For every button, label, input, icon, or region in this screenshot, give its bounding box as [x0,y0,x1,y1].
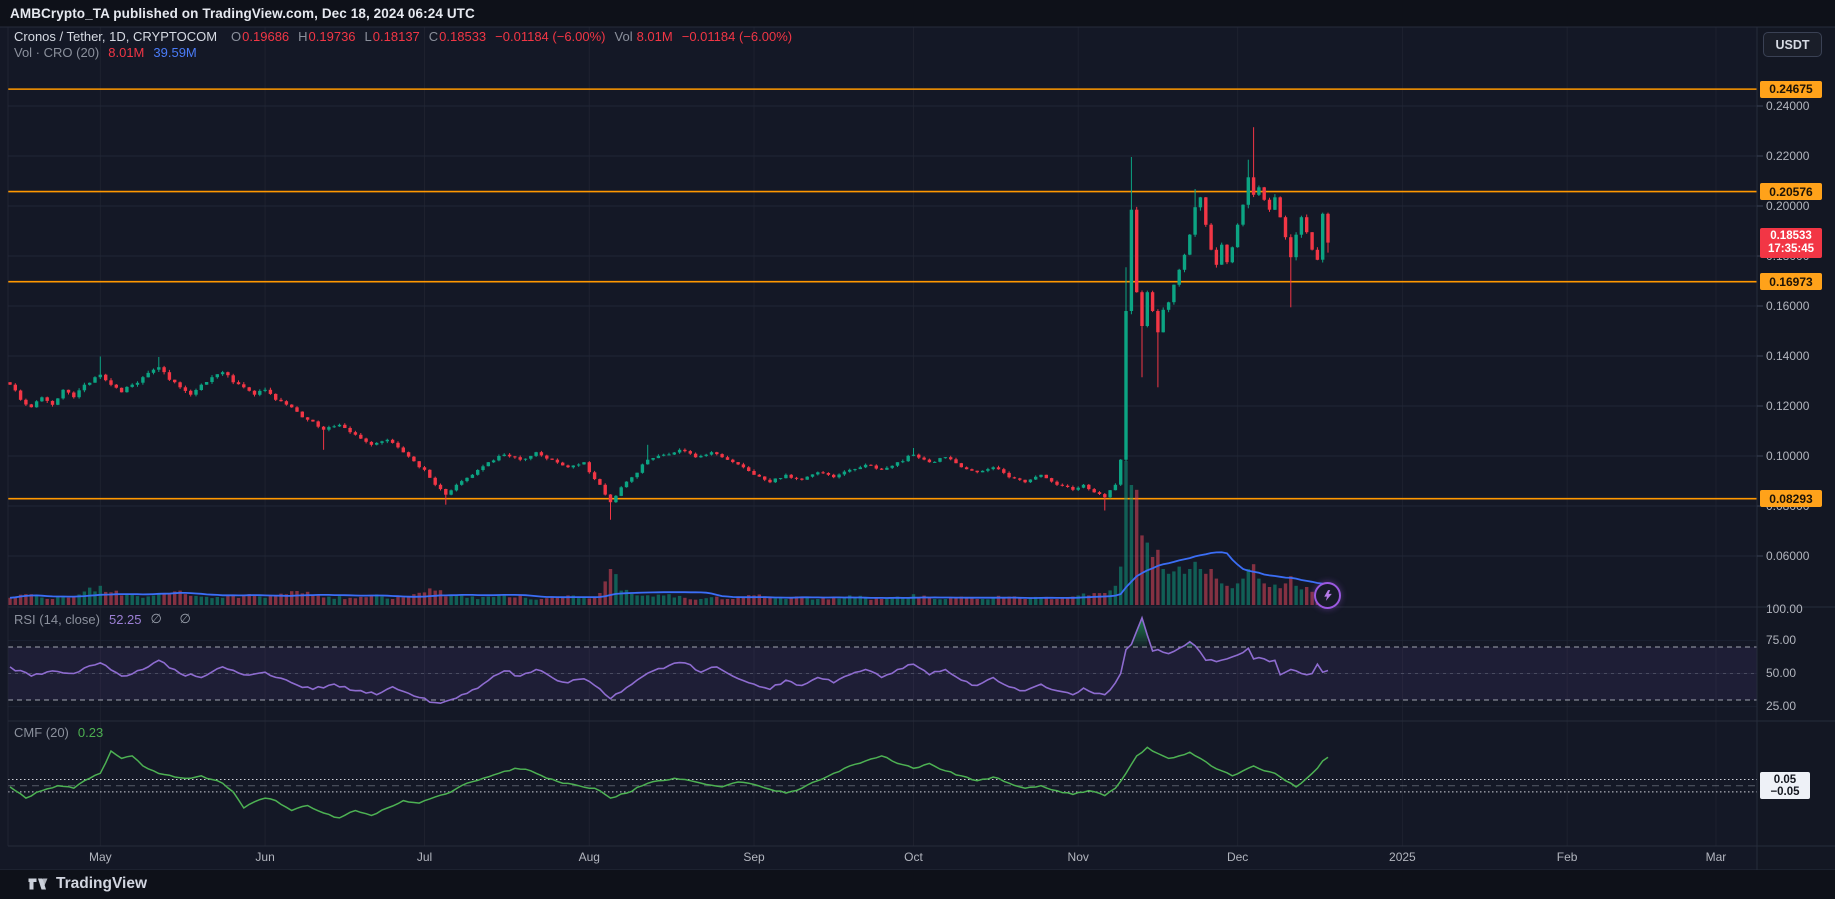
low-label: L [364,29,372,44]
time-axis-label: 2025 [1389,850,1416,864]
change-value: −0.01184 (−6.00%) [495,29,606,44]
last-price-value: 0.18533 [1770,229,1812,242]
volume-ma-line [9,551,1329,599]
price-tick-label: 0.20000 [1766,198,1810,213]
rsi-legend[interactable]: RSI (14, close) 52.25 ∅ ∅ [14,611,198,627]
vol-value: 8.01M [636,29,673,44]
candlesticks [8,127,1330,520]
time-axis-label: Jun [255,850,275,864]
open-label: O [231,29,242,44]
time-axis-label: Sep [743,850,765,864]
time-axis-label: May [89,850,112,864]
volume-bars [8,461,1330,605]
volume-indicator-value: 8.01M [108,45,145,60]
rsi-line [9,615,1329,705]
time-axis-label: Mar [1705,850,1727,864]
volume-ma-value: 39.59M [153,45,197,60]
time-axis-label: Feb [1556,850,1578,864]
currency-toggle-button[interactable]: USDT [1763,32,1822,57]
price-tick-label: 0.16000 [1766,298,1810,313]
tradingview-logo-text: TradingView [56,875,148,892]
quick-trade-button[interactable] [1314,582,1341,609]
last-price-label: 0.18533 17:35:45 [1760,227,1822,258]
time-axis-label: Jul [416,850,433,864]
cmf-line [9,746,1329,819]
time-axis-label: Dec [1226,850,1249,864]
cmf-value: 0.23 [77,725,104,740]
price-tick-label: 0.06000 [1766,548,1810,563]
tradingview-logo[interactable]: TradingView [28,875,147,893]
rsi-tick-label: 50.00 [1766,666,1797,680]
footer-bar [0,870,1835,899]
price-level-label[interactable]: 0.16973 [1760,273,1822,291]
price-scale-column[interactable] [1757,27,1835,870]
tradingview-logo-icon [28,878,48,890]
price-tick-label: 0.22000 [1766,148,1810,163]
rsi-title: RSI (14, close) [14,611,100,627]
price-level-label[interactable]: 0.08293 [1760,490,1822,508]
rsi-tick-label: 100.00 [1766,601,1803,616]
high-value: 0.19736 [308,29,356,44]
rsi-hidden-toggles[interactable]: ∅ ∅ [150,611,198,626]
price-level-label[interactable]: 0.24675 [1760,80,1822,98]
rsi-tick-label: 75.00 [1766,632,1797,647]
price-level-label[interactable]: 0.20576 [1760,183,1822,201]
high-label: H [298,29,308,44]
cmf-title: CMF (20) [14,725,69,740]
symbol-title: Cronos / Tether, 1D, CRYPTOCOM [14,29,218,44]
rsi-value: 52.25 [108,611,142,627]
volume-indicator-title: Vol · CRO (20) [14,45,100,60]
time-axis-label: Nov [1067,850,1089,864]
price-tick-label: 0.14000 [1766,348,1810,363]
rsi-tick-label: 25.00 [1766,699,1797,714]
low-value: 0.18137 [372,29,420,44]
close-value: 0.18533 [439,29,487,44]
cmf-level-label: 0.05 [1760,772,1810,787]
time-axis-label: Aug [578,850,600,864]
countdown-timer: 17:35:45 [1767,242,1815,255]
cmf-level-label: −0.05 [1760,784,1810,800]
cmf-legend[interactable]: CMF (20) 0.23 [14,725,112,740]
chart-canvas[interactable] [0,27,1757,870]
price-tick-label: 0.10000 [1766,448,1810,463]
change-value-2: −0.01184 (−6.00%) [681,29,793,44]
time-axis-label: Oct [904,850,923,864]
open-value: 0.19686 [242,29,290,44]
price-tick-label: 0.24000 [1766,98,1810,113]
close-label: C [428,29,439,44]
vol-label: Vol [614,29,633,44]
publisher-text: AMBCrypto_TA published on TradingView.co… [10,6,475,21]
lightning-icon [1324,590,1332,601]
publisher-bar: AMBCrypto_TA published on TradingView.co… [0,0,1835,27]
symbol-legend[interactable]: Cronos / Tether, 1D, CRYPTOCOM O 0.19686… [14,29,801,44]
price-tick-label: 0.12000 [1766,398,1810,413]
volume-indicator-legend[interactable]: Vol · CRO (20) 8.01M 39.59M [14,45,206,60]
